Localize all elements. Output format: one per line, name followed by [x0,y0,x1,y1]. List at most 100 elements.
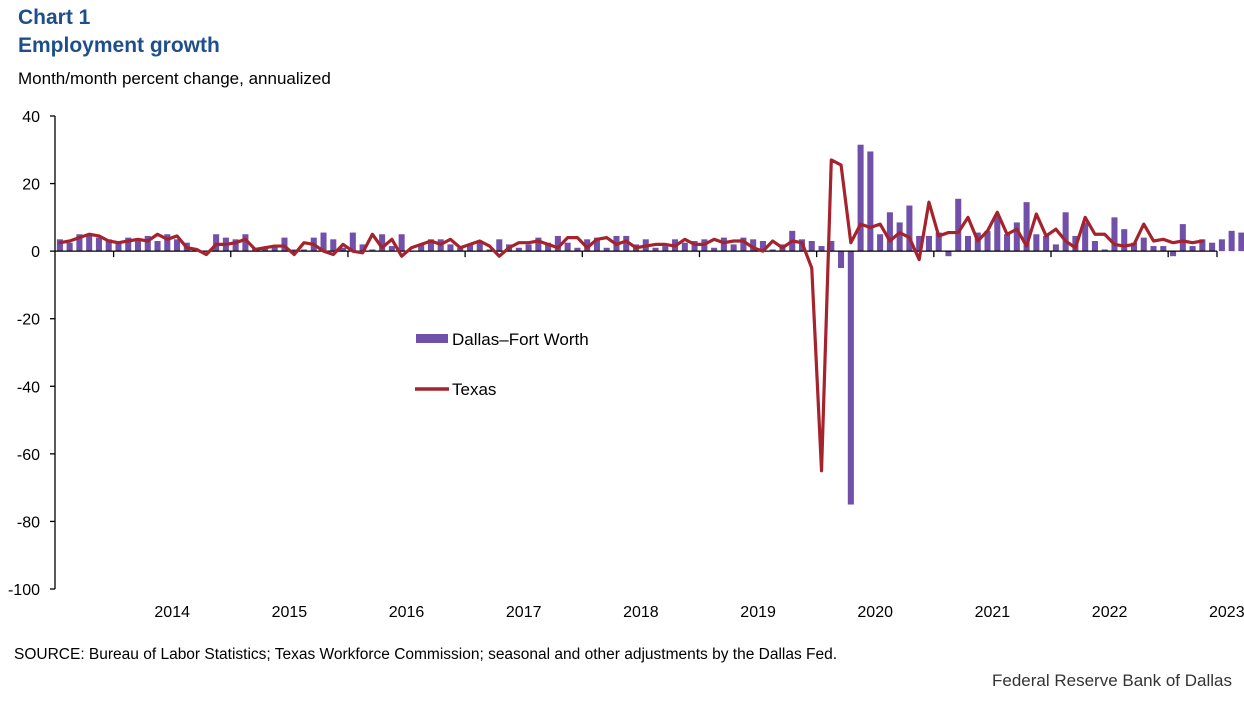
legend: Dallas–Fort Worth Texas [415,330,589,399]
dfw-bar [56,239,63,252]
dfw-bar [584,239,591,252]
dfw-bar [730,244,737,252]
dfw-bar [340,247,347,252]
dfw-bar [935,232,942,252]
dfw-bar [877,234,884,252]
dfw-bar [1111,217,1118,252]
x-tick-label: 2015 [272,604,308,621]
x-tick-label: 2019 [740,604,776,621]
dfw-bar [603,247,610,252]
dfw-bar [1150,246,1157,252]
dfw-bar [681,242,688,252]
dfw-bar [154,241,161,252]
dfw-bar [916,235,923,252]
dfw-bar [115,241,122,252]
dfw-bar [1043,235,1050,252]
dfw-bar [1209,242,1216,252]
legend-swatch-dfw [416,334,448,343]
x-tick-label: 2016 [389,604,425,621]
dfw-bar [964,235,972,252]
dfw-bar [271,246,278,252]
dfw-bar [427,239,434,252]
dfw-bar [867,151,874,252]
dfw-bar [906,205,913,252]
dfw-bar [281,237,288,252]
dfw-bar [691,241,698,252]
x-tick-label: 2020 [857,604,893,621]
chart-subtitle: Month/month percent change, annualized [18,69,331,88]
dfw-bar [1101,249,1108,252]
dfw-bar [1091,241,1098,252]
dfw-bar [1130,242,1138,252]
dfw-bar [1033,234,1040,252]
dfw-bar [1179,224,1186,252]
dfw-bar [525,244,532,252]
x-tick-label: 2022 [1092,604,1128,621]
dfw-bar [242,234,249,252]
dfw-bar [320,232,327,252]
dfw-bar [174,239,181,252]
dfw-bar [955,198,962,252]
dfw-bar [86,235,93,252]
dfw-bar [750,239,757,252]
dfw-bar [720,237,727,252]
dfw-bar [105,239,112,252]
dfw-bar [759,241,766,252]
dfw-bar [994,215,1001,252]
dfw-bar [1170,251,1177,257]
dfw-bar [1140,237,1147,252]
source-note: SOURCE: Bureau of Labor Statistics; Texa… [14,646,838,663]
chart-number: Chart 1 [18,6,91,29]
x-tick-label: 2021 [975,604,1011,621]
dfw-bar [466,244,474,252]
dfw-bar [740,237,747,252]
dfw-bar [76,234,83,252]
y-tick-label: -20 [17,312,40,329]
y-tick-label: -80 [17,514,40,531]
dfw-bar [164,234,171,252]
dfw-bar [769,249,776,252]
dfw-bar [496,239,503,252]
dfw-bar [359,244,366,252]
dfw-bar [134,241,142,252]
y-tick-label: -60 [17,447,40,464]
dfw-bar [886,212,893,252]
dfw-bar [564,242,571,252]
y-tick-label: 0 [31,244,40,261]
dfw-bar [711,247,718,252]
dfw-bar [349,232,356,252]
dfw-bar [144,235,151,252]
x-tick-label: 2023 [1209,604,1244,621]
dfw-bar [1199,239,1206,252]
dfw-bar [369,249,376,252]
dfw-bar [574,247,581,252]
dfw-bar [291,249,298,252]
dfw-bar [1121,229,1128,252]
y-tick-label: -40 [17,379,40,396]
dfw-bar [379,234,386,252]
dfw-bar [945,251,952,257]
dfw-bar [1052,244,1059,252]
dfw-bar [652,247,659,252]
dfw-bar [828,241,835,252]
dfw-bar [593,237,600,252]
dfw-bar [66,242,73,252]
dfw-bar [125,237,132,252]
dfw-bar [623,235,630,252]
x-tick-label: 2018 [623,604,659,621]
dfw-bars [56,144,1244,505]
dfw-bar [896,222,903,252]
dfw-bar [847,251,854,505]
dfw-bar [1004,234,1011,252]
dfw-bar [984,230,991,252]
x-axis: 2014 2015 2016 2017 2018 2019 2020 2021 2022 2023 [55,250,1244,621]
dfw-bar [1013,222,1020,252]
dfw-bar [1228,230,1235,252]
dfw-bar [1218,239,1225,252]
dfw-bar [330,239,337,252]
dfw-bar [447,244,454,252]
legend-label-dfw: Dallas–Fort Worth [452,330,589,349]
dfw-bar [232,239,239,252]
dfw-bar [300,249,308,252]
